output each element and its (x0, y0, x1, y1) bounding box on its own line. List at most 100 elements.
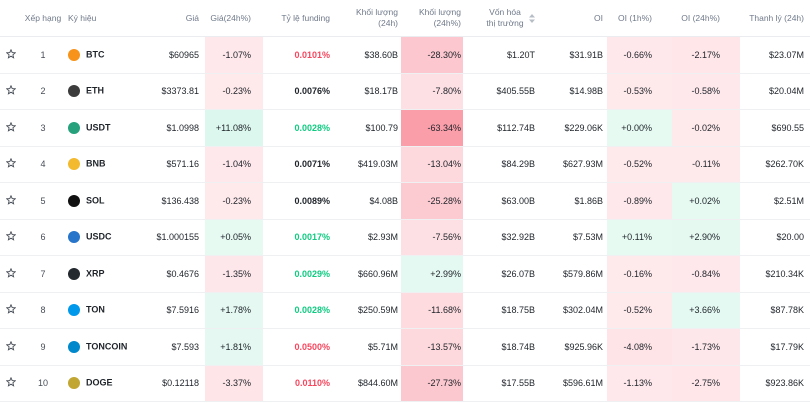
cell: -1.35% (205, 255, 263, 293)
symbol[interactable]: USDC (86, 231, 112, 242)
value: $571.16 (166, 159, 199, 170)
sort-icon[interactable] (529, 13, 535, 23)
symbol[interactable]: TONCOIN (86, 341, 128, 352)
percent-change: -0.02% (691, 122, 720, 133)
percent-change: +1.78% (220, 305, 251, 316)
column-header[interactable]: OI (1h%) (607, 0, 672, 37)
cell: $579.86M (541, 255, 607, 293)
star-icon[interactable] (5, 303, 17, 314)
coin-icon (68, 121, 80, 134)
percent-change: +0.05% (220, 232, 251, 243)
table-row[interactable]: 9 TONCOIN $7.593 +1.81% 0.0500% $5.71M -13.57%… (0, 328, 810, 366)
column-header[interactable]: Xếp hạng (22, 0, 64, 37)
cell: $17.55B (463, 365, 541, 402)
value: $0.4676 (166, 268, 199, 279)
cell: $20.00 (740, 219, 810, 256)
cell: 0.0076% (263, 73, 336, 110)
table-row[interactable]: 8 TON $7.5916 +1.78% 0.0028% $250.59M -11.68% $… (0, 292, 810, 329)
symbol[interactable]: ETH (86, 85, 104, 96)
cell: -7.56% (401, 219, 463, 256)
value: $17.55B (501, 378, 535, 389)
column-header[interactable]: Vốn hóa thị trường (463, 0, 541, 37)
cell: +2.99% (401, 255, 463, 293)
cell: 0.0028% (263, 109, 336, 147)
column-header[interactable]: Giá(24h%) (205, 0, 263, 37)
cell: -0.58% (672, 73, 740, 110)
cell: -11.68% (401, 292, 463, 329)
cell: $2.93M (336, 219, 401, 256)
header-text: Giá(24h%) (210, 12, 251, 23)
favorite-cell (0, 36, 22, 74)
coin-icon (68, 267, 80, 280)
column-header[interactable]: OI (24h%) (672, 0, 740, 37)
value: $60965 (168, 49, 199, 60)
column-header[interactable]: Ký hiệu (64, 0, 140, 37)
symbol[interactable]: BNB (86, 158, 106, 169)
cell: USDC (64, 219, 140, 256)
column-header[interactable]: OI (541, 0, 607, 37)
star-icon[interactable] (5, 121, 17, 132)
cell: -0.02% (672, 109, 740, 147)
star-icon[interactable] (5, 157, 17, 168)
percent-change: -0.11% (692, 159, 720, 170)
cell: $87.78K (740, 292, 810, 329)
rank: 1 (40, 49, 46, 60)
cell: -63.34% (401, 109, 463, 147)
cell: $923.86K (740, 365, 810, 402)
cell: BTC (64, 36, 140, 74)
value: $38.60B (364, 49, 398, 60)
star-icon[interactable] (5, 84, 17, 95)
cell: -0.11% (672, 146, 740, 183)
value: $7.5916 (166, 305, 199, 316)
symbol[interactable]: USDT (86, 122, 111, 133)
table-row[interactable]: 3 USDT $1.0998 +11.08% 0.0028% $100.79 -63.34%… (0, 109, 810, 147)
star-icon[interactable] (5, 194, 17, 205)
percent-change: -3.37% (222, 378, 251, 389)
sort-header[interactable]: Vốn hóa thị trường (463, 7, 535, 29)
value: $925.96K (564, 341, 603, 352)
cell: -0.53% (607, 73, 672, 110)
percent-change: -13.57% (427, 341, 461, 352)
cell: -1.07% (205, 36, 263, 74)
symbol[interactable]: BTC (86, 49, 105, 60)
star-icon[interactable] (5, 376, 17, 387)
symbol[interactable]: DOGE (86, 377, 113, 388)
star-icon[interactable] (5, 230, 17, 241)
column-header[interactable]: Giá (140, 0, 205, 37)
funding-rate: 0.0029% (294, 268, 330, 279)
column-header[interactable]: Khối lượng (24h) (336, 0, 401, 37)
column-header[interactable]: Thanh lý (24h) (740, 0, 810, 37)
percent-change: -0.84% (691, 268, 720, 279)
symbol[interactable]: SOL (86, 195, 105, 206)
cell: $32.92B (463, 219, 541, 256)
star-icon[interactable] (5, 48, 17, 59)
table-row[interactable]: 5 SOL $136.438 -0.23% 0.0089% $4.08B -25.28% $6… (0, 182, 810, 220)
table-row[interactable]: 7 XRP $0.4676 -1.35% 0.0029% $660.96M +2.99% $2… (0, 255, 810, 293)
cell: $31.91B (541, 36, 607, 74)
funding-rate: 0.0028% (294, 305, 330, 316)
cell: $26.07B (463, 255, 541, 293)
symbol[interactable]: TON (86, 304, 105, 315)
rank: 7 (40, 268, 46, 279)
cell: +0.02% (672, 182, 740, 220)
table-row[interactable]: 4 BNB $571.16 -1.04% 0.0071% $419.03M -13.04% $… (0, 146, 810, 183)
value: $596.61M (562, 378, 603, 389)
value: $690.55 (771, 122, 804, 133)
cell: +0.05% (205, 219, 263, 256)
value: $1.0998 (166, 122, 199, 133)
symbol[interactable]: XRP (86, 268, 105, 279)
table-row[interactable]: 10 DOGE $0.12118 -3.37% 0.0110% $844.60M -27.7… (0, 365, 810, 402)
column-header[interactable]: Tỷ lệ funding (263, 0, 336, 37)
cell: $627.93M (541, 146, 607, 183)
star-icon[interactable] (5, 340, 17, 351)
cell: 3 (22, 109, 64, 147)
value: $660.96M (357, 268, 398, 279)
cell: 1 (22, 36, 64, 74)
star-icon[interactable] (5, 267, 17, 278)
table-row[interactable]: 6 USDC $1.000155 +0.05% 0.0017% $2.93M -7.56% $… (0, 219, 810, 256)
value: $250.59M (357, 305, 398, 316)
column-header[interactable]: Khối lượng (24h%) (401, 0, 463, 37)
table-row[interactable]: 1 BTC $60965 -1.07% 0.0101% $38.60B -28.30% $1.… (0, 36, 810, 74)
funding-rate: 0.0101% (294, 49, 330, 60)
table-row[interactable]: 2 ETH $3373.81 -0.23% 0.0076% $18.17B -7.80% $4… (0, 73, 810, 110)
